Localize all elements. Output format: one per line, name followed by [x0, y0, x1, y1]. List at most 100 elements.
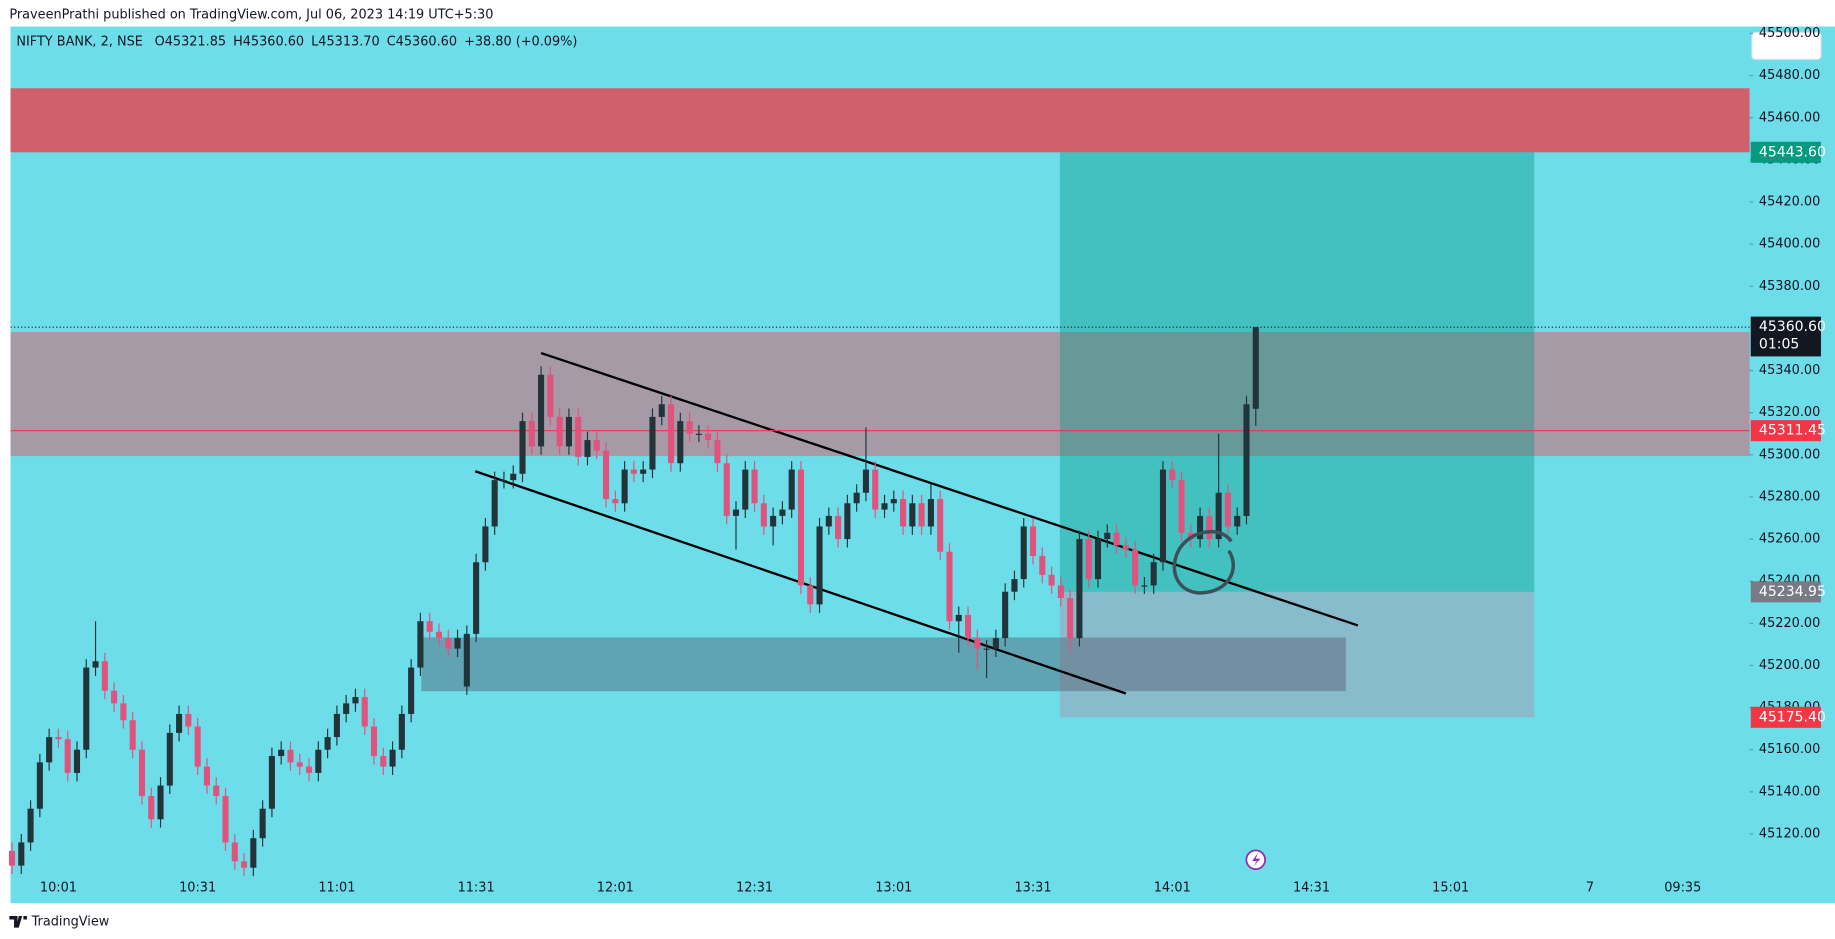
- candle-body: [1169, 469, 1176, 481]
- candle-body: [1159, 469, 1167, 563]
- brand-logo: [9, 915, 27, 928]
- candle-body: [361, 697, 368, 727]
- price-tag-box: [1750, 706, 1821, 728]
- price-tag-box: [1750, 581, 1821, 603]
- candle-body: [1150, 562, 1157, 586]
- candle-body: [547, 374, 554, 417]
- candle-body: [872, 469, 879, 510]
- candle-body: [463, 633, 470, 687]
- candle-body: [649, 416, 656, 470]
- zone: [1059, 152, 1535, 592]
- price-tag-box: [1750, 141, 1821, 163]
- candle-body: [241, 861, 248, 868]
- candle-body: [1206, 515, 1213, 540]
- candle-body: [343, 703, 350, 714]
- x-tick-label: 14:31: [1293, 880, 1330, 895]
- candle-body: [250, 838, 257, 868]
- y-tick-label: 45300.00: [1759, 447, 1820, 462]
- ohlc-value: +38.80 (+0.09%): [464, 34, 577, 49]
- candle-body: [1113, 532, 1120, 546]
- trend-line: [540, 351, 1359, 627]
- candle-body: [166, 732, 173, 786]
- candle-body: [565, 416, 572, 447]
- price-tag-label: 45360.60: [1759, 319, 1826, 335]
- candle-body: [528, 421, 535, 447]
- candle-body: [1243, 404, 1250, 516]
- candle-body: [667, 404, 675, 464]
- price-tag-label: 45311.45: [1759, 423, 1826, 439]
- candle-body: [231, 842, 238, 862]
- candle-body: [853, 492, 860, 504]
- y-tick-label: 45140.00: [1759, 784, 1820, 799]
- price-tag-label: 45175.40: [1759, 709, 1826, 725]
- candle-body: [473, 562, 480, 634]
- candle-body: [686, 421, 693, 434]
- zone: [10, 88, 1750, 153]
- candle-body: [500, 480, 507, 482]
- candle-body: [1057, 585, 1064, 599]
- x-tick-label: 7: [1586, 880, 1594, 895]
- candle-body: [630, 469, 637, 474]
- candle-body: [287, 749, 294, 763]
- candle-body: [55, 737, 62, 740]
- ohlc-value: L45313.70: [311, 34, 380, 49]
- candle-body: [723, 463, 730, 516]
- candle-body: [1252, 327, 1259, 409]
- candle-body: [593, 440, 600, 451]
- candle-body: [259, 808, 266, 839]
- candle-body: [1234, 515, 1241, 527]
- candle-body: [788, 469, 795, 510]
- candle-body: [584, 440, 591, 457]
- x-tick-label: 13:01: [875, 880, 912, 895]
- candle-body: [1094, 539, 1102, 580]
- x-tick-label: 11:01: [318, 880, 355, 895]
- candle-body: [305, 766, 313, 773]
- y-tick-label: 45460.00: [1759, 110, 1820, 125]
- candle-body: [862, 469, 869, 493]
- candle-body: [426, 621, 433, 632]
- candle-body: [129, 720, 136, 750]
- y-tick-label: 45260.00: [1759, 532, 1820, 547]
- candle-body: [927, 499, 934, 527]
- event-icon-bolt: [1252, 852, 1261, 867]
- price-scale-button[interactable]: [1751, 31, 1822, 60]
- candle-body: [83, 667, 90, 750]
- price-tag: 45175.40: [1750, 706, 1826, 728]
- candle-body: [408, 667, 415, 714]
- candle-body: [1122, 545, 1129, 550]
- y-tick-label: 45120.00: [1759, 826, 1820, 841]
- candle-body: [1020, 526, 1027, 580]
- candle-body: [844, 503, 851, 540]
- candle-body: [1011, 579, 1018, 592]
- candle-body: [1048, 574, 1055, 586]
- candle-body: [73, 749, 81, 773]
- candle-body: [445, 638, 452, 649]
- candle-body: [621, 469, 628, 504]
- x-tick-label: 13:31: [1014, 880, 1051, 895]
- candle-body: [64, 739, 71, 773]
- candle-body: [491, 480, 498, 527]
- y-tick-label: 45380.00: [1759, 279, 1820, 294]
- candle-body: [640, 469, 647, 474]
- candle-body: [918, 503, 925, 527]
- x-tick-label: 12:01: [597, 880, 634, 895]
- candle-body: [890, 499, 897, 504]
- x-tick-label: 11:31: [458, 880, 495, 895]
- candle-body: [380, 756, 387, 767]
- candle-body: [900, 499, 907, 527]
- candle-body: [705, 433, 712, 441]
- candle-body: [417, 621, 424, 668]
- symbol: NIFTY BANK, 2, NSE: [16, 34, 143, 49]
- x-tick-label: 10:01: [40, 880, 77, 895]
- ohlc-value: O45321.85: [155, 34, 226, 49]
- candle-body: [955, 614, 962, 622]
- candle-body: [538, 374, 545, 447]
- candle-body: [1067, 598, 1074, 639]
- candle-body: [389, 749, 396, 767]
- candle-body: [296, 762, 303, 767]
- price-tag-box: [1750, 316, 1821, 357]
- chart-background: [10, 26, 1835, 904]
- candle-body: [732, 509, 740, 516]
